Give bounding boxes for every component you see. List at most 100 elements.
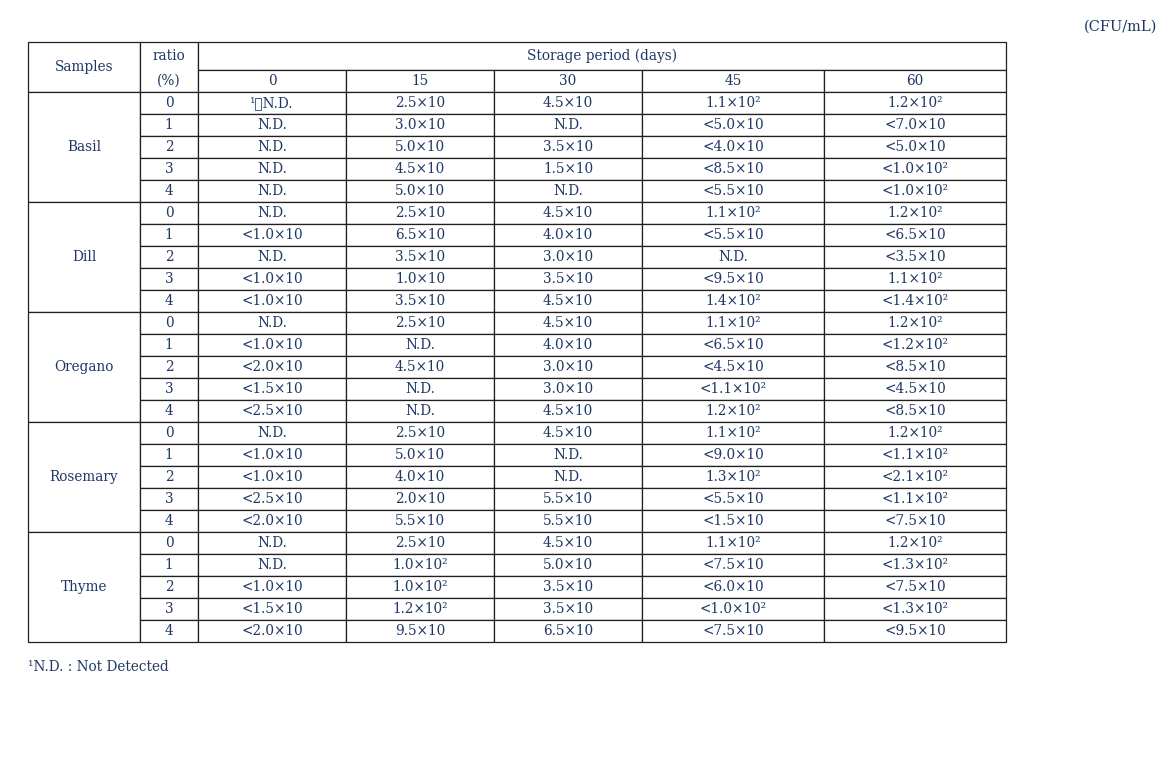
Text: <7.5×10: <7.5×10 — [703, 624, 764, 638]
Text: 1: 1 — [165, 558, 174, 572]
Text: 1.2×10²: 1.2×10² — [887, 426, 942, 440]
Text: N.D.: N.D. — [405, 338, 435, 352]
Text: 4.5×10: 4.5×10 — [395, 360, 445, 374]
Bar — [494, 312, 642, 334]
Text: 2.0×10: 2.0×10 — [395, 492, 445, 506]
Text: <5.5×10: <5.5×10 — [703, 228, 764, 242]
Bar — [199, 598, 345, 620]
Bar — [199, 70, 345, 92]
Bar — [824, 422, 1006, 444]
Text: 2.5×10: 2.5×10 — [395, 426, 445, 440]
Text: <2.0×10: <2.0×10 — [241, 624, 303, 638]
Bar — [494, 202, 642, 224]
Text: N.D.: N.D. — [257, 118, 287, 132]
Text: (CFU/mL): (CFU/mL) — [1083, 20, 1157, 34]
Text: Thyme: Thyme — [61, 580, 107, 594]
Text: 1.0×10: 1.0×10 — [395, 272, 445, 286]
Text: <1.5×10: <1.5×10 — [241, 602, 303, 616]
Bar — [199, 42, 1006, 70]
Bar — [824, 532, 1006, 554]
Text: <1.2×10²: <1.2×10² — [881, 338, 948, 352]
Bar — [140, 312, 199, 334]
Text: <3.5×10: <3.5×10 — [884, 250, 946, 264]
Bar — [140, 598, 199, 620]
Text: <4.0×10: <4.0×10 — [703, 140, 764, 154]
Text: Oregano: Oregano — [54, 360, 114, 374]
Bar — [140, 158, 199, 180]
Bar — [642, 554, 824, 576]
Text: 4.5×10: 4.5×10 — [543, 294, 593, 308]
Text: <1.3×10²: <1.3×10² — [881, 558, 948, 572]
Bar — [494, 488, 642, 510]
Text: 0: 0 — [165, 536, 174, 550]
Text: 1.2×10²: 1.2×10² — [887, 316, 942, 330]
Bar — [199, 114, 345, 136]
Bar — [345, 136, 494, 158]
Text: N.D.: N.D. — [718, 250, 748, 264]
Text: <6.5×10: <6.5×10 — [884, 228, 946, 242]
Bar — [642, 114, 824, 136]
Bar — [199, 422, 345, 444]
Bar — [345, 224, 494, 246]
Text: <5.5×10: <5.5×10 — [703, 184, 764, 198]
Bar — [824, 268, 1006, 290]
Text: 1.1×10²: 1.1×10² — [705, 316, 760, 330]
Text: N.D.: N.D. — [405, 382, 435, 396]
Text: N.D.: N.D. — [553, 470, 583, 484]
Text: 1.1×10²: 1.1×10² — [887, 272, 942, 286]
Bar — [199, 224, 345, 246]
Text: <1.3×10²: <1.3×10² — [881, 602, 948, 616]
Text: <2.5×10: <2.5×10 — [241, 492, 303, 506]
Text: (%): (%) — [157, 74, 181, 88]
Text: 4.0×10: 4.0×10 — [543, 228, 593, 242]
Bar — [140, 92, 199, 114]
Bar — [494, 92, 642, 114]
Text: 2.5×10: 2.5×10 — [395, 206, 445, 220]
Text: <2.0×10: <2.0×10 — [241, 360, 303, 374]
Bar — [140, 422, 199, 444]
Bar — [140, 444, 199, 466]
Bar — [494, 620, 642, 642]
Bar — [494, 422, 642, 444]
Text: 0: 0 — [165, 316, 174, 330]
Bar — [140, 42, 199, 92]
Text: 9.5×10: 9.5×10 — [395, 624, 445, 638]
Bar — [824, 202, 1006, 224]
Bar — [199, 246, 345, 268]
Text: 3: 3 — [165, 382, 174, 396]
Text: 5.0×10: 5.0×10 — [395, 140, 445, 154]
Bar — [494, 378, 642, 400]
Bar — [199, 312, 345, 334]
Bar — [199, 466, 345, 488]
Bar — [824, 488, 1006, 510]
Bar — [494, 158, 642, 180]
Bar — [199, 510, 345, 532]
Bar — [824, 114, 1006, 136]
Bar — [824, 620, 1006, 642]
Bar — [345, 290, 494, 312]
Bar — [199, 400, 345, 422]
Bar — [824, 598, 1006, 620]
Text: <1.0×10: <1.0×10 — [241, 470, 303, 484]
Bar — [824, 290, 1006, 312]
Bar — [28, 202, 140, 312]
Bar — [824, 312, 1006, 334]
Bar — [824, 158, 1006, 180]
Bar — [199, 334, 345, 356]
Text: <4.5×10: <4.5×10 — [884, 382, 946, 396]
Text: 1: 1 — [165, 118, 174, 132]
Text: 2: 2 — [165, 250, 174, 264]
Text: 5.5×10: 5.5×10 — [543, 492, 593, 506]
Bar — [140, 378, 199, 400]
Text: N.D.: N.D. — [257, 558, 287, 572]
Bar — [824, 356, 1006, 378]
Text: 1.2×10²: 1.2×10² — [887, 96, 942, 110]
Bar — [140, 136, 199, 158]
Text: 3: 3 — [165, 162, 174, 176]
Text: Storage period (days): Storage period (days) — [526, 49, 677, 63]
Bar — [824, 136, 1006, 158]
Text: <5.0×10: <5.0×10 — [703, 118, 764, 132]
Text: <7.5×10: <7.5×10 — [884, 580, 946, 594]
Bar — [345, 158, 494, 180]
Text: <1.0×10: <1.0×10 — [241, 228, 303, 242]
